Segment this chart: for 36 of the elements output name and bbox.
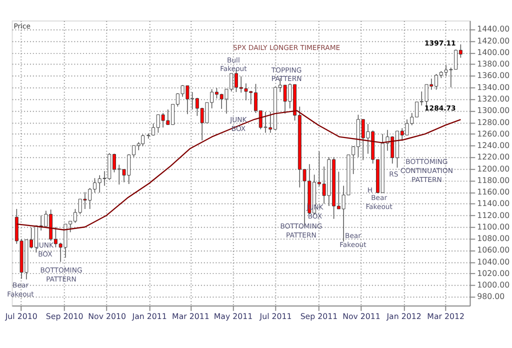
y-tick-label: 1420.00 <box>477 36 510 46</box>
y-tick-label: 1220.00 <box>477 152 510 162</box>
y-tick-label: 1320.00 <box>477 94 510 104</box>
x-tick-label: Jan 2011 <box>131 312 167 321</box>
x-tick-label: Jan 2012 <box>386 312 422 321</box>
y-tick-label: 1380.00 <box>477 60 510 69</box>
x-tick-label: Nov 2011 <box>342 312 380 321</box>
y-tick-label: 1120.00 <box>477 210 510 220</box>
y-tick-label: 1020.00 <box>477 268 510 278</box>
x-tick-label: Sep 2011 <box>300 312 338 321</box>
y-tick-label: 1440.00 <box>477 24 510 34</box>
x-tick-label: Jul 2010 <box>4 312 38 321</box>
x-tick-label: Sep 2010 <box>46 312 84 321</box>
candlestick <box>141 134 145 147</box>
y-tick-label: 1080.00 <box>477 234 510 244</box>
y-tick-label: 1140.00 <box>477 199 510 208</box>
x-tick-label: May 2011 <box>214 312 253 321</box>
x-tick-label: Mar 2012 <box>427 312 465 321</box>
y-tick-label: 980.00 <box>477 292 505 302</box>
y-tick-label: 1280.00 <box>477 118 510 127</box>
y-tick-label: 1040.00 <box>477 257 510 266</box>
x-tick-label: Jul 2011 <box>258 312 292 321</box>
y-tick-label: 1240.00 <box>477 141 510 150</box>
x-tick-label: Mar 2011 <box>172 312 210 321</box>
y-tick-label: 1360.00 <box>477 71 510 80</box>
y-tick-label: 1060.00 <box>477 246 510 255</box>
y-tick-label: 1200.00 <box>477 164 510 174</box>
y-tick-label: 1180.00 <box>477 176 510 185</box>
y-tick-label: 1000.00 <box>477 280 510 290</box>
y-tick-label: 1100.00 <box>477 222 510 232</box>
y-tick-label: 1300.00 <box>477 106 510 116</box>
x-tick-label: Nov 2010 <box>88 312 126 321</box>
y-tick-label: 1160.00 <box>477 188 510 197</box>
y-tick-label: 1260.00 <box>477 129 510 138</box>
y-tick-label: 1400.00 <box>477 48 510 57</box>
y-tick-label: 1340.00 <box>477 82 510 92</box>
